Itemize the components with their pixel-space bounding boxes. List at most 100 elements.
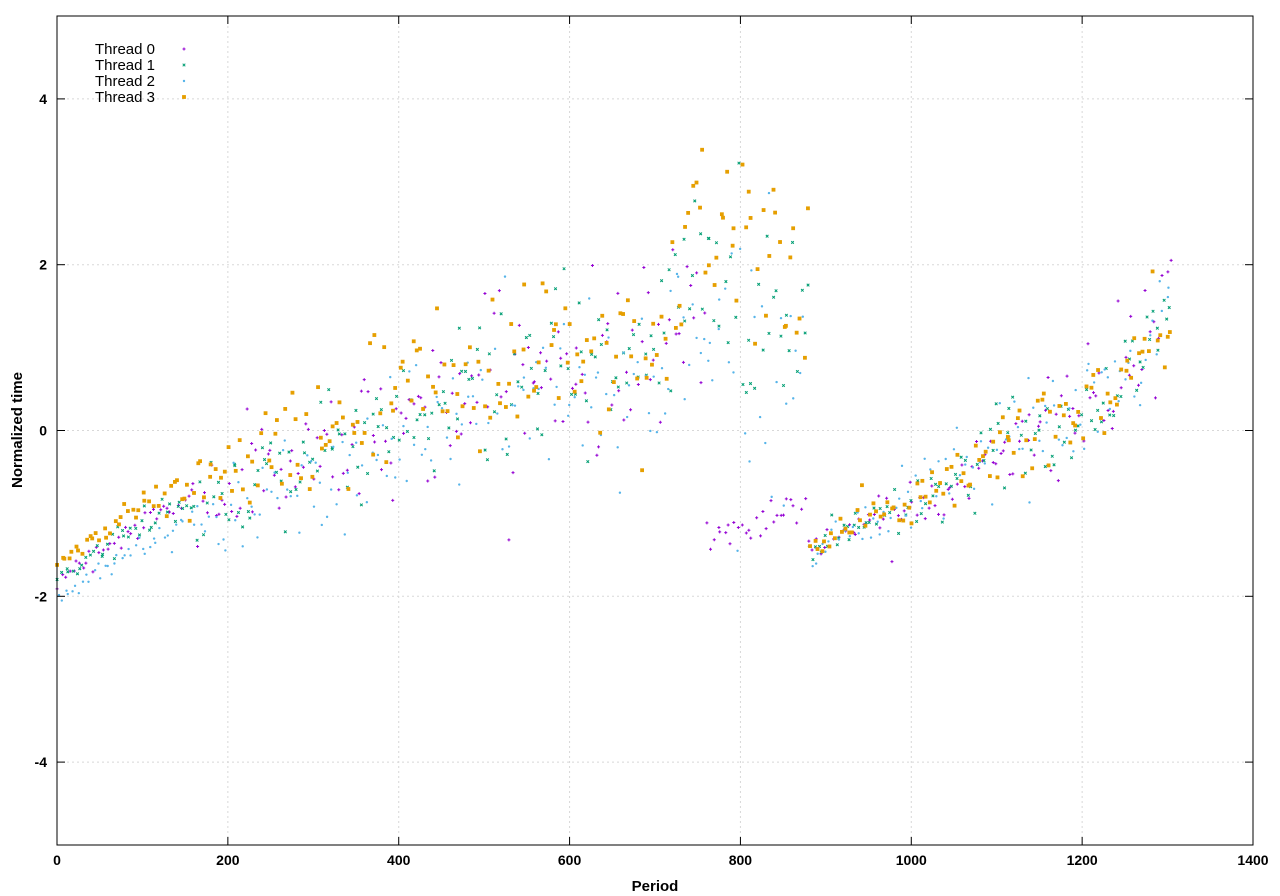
data-point [664,376,669,381]
data-point [707,236,711,241]
data-point [166,534,169,537]
data-point [637,322,641,326]
data-point [288,459,292,463]
data-point [253,483,257,487]
data-point [549,321,554,325]
data-point [734,315,738,319]
data-point [486,368,491,373]
data-point [616,446,619,449]
data-point [549,343,554,347]
data-point [908,480,912,484]
data-point [1074,388,1077,392]
data-point [318,464,322,468]
data-point [673,252,677,257]
data-point [857,532,860,535]
data-point [547,458,551,461]
data-point [1093,427,1097,432]
data-point [454,429,458,433]
data-point [256,536,259,539]
data-point [782,504,785,507]
data-point [915,481,920,486]
data-point [709,547,713,551]
data-point [1038,420,1042,424]
data-point [65,589,68,592]
data-point [511,403,514,407]
data-point [1068,414,1072,418]
data-point [97,538,101,543]
data-point [419,396,423,400]
data-point [175,523,178,526]
series-3 [55,147,1172,567]
data-point [848,535,852,538]
data-point [1004,438,1008,441]
data-point [539,351,543,355]
data-point [765,234,769,238]
data-point [567,322,572,326]
data-point [201,533,206,537]
data-point [646,291,650,295]
data-point [448,444,452,448]
data-point [238,506,242,510]
data-point [1160,309,1164,313]
data-point [885,500,890,505]
data-point [123,554,126,557]
data-point [622,351,625,354]
data-point [298,480,302,484]
data-point [1089,419,1094,423]
data-point [467,377,471,382]
data-point [182,79,186,83]
data-point [923,494,928,499]
data-point [579,379,584,384]
data-point [278,451,282,455]
data-point [565,360,570,365]
data-point [759,534,763,538]
data-point [124,525,128,529]
data-point [621,312,625,316]
data-point [578,366,581,369]
data-point [181,520,184,523]
data-point [950,497,954,501]
data-point [281,448,285,452]
data-point [589,352,594,356]
data-point [1073,428,1078,432]
data-point [1166,295,1170,299]
data-point [283,407,288,411]
data-point [142,504,146,508]
data-point [196,505,199,508]
data-point [255,483,260,488]
data-point [411,339,416,344]
data-point [360,464,364,467]
data-point [320,446,324,451]
data-point [949,484,954,488]
data-point [318,481,322,484]
data-point [84,555,88,560]
data-point [325,515,329,519]
data-point [90,536,95,541]
data-point [198,480,202,484]
data-point [1065,374,1069,378]
data-point [391,408,395,413]
data-point [973,511,977,515]
data-point [1119,386,1123,390]
data-point [177,500,181,504]
data-point [604,340,609,345]
data-point [354,408,358,413]
data-point [507,538,511,542]
data-point [784,497,788,501]
data-point [245,407,249,411]
data-point [874,522,879,526]
data-point [1052,463,1056,467]
data-point [767,191,771,195]
data-point [1020,419,1024,423]
data-point [307,487,312,491]
data-point [703,311,707,315]
data-point [822,539,826,544]
data-point [699,381,703,385]
data-point [667,318,671,322]
data-point [593,355,597,359]
data-point [1150,269,1155,274]
data-point [813,538,818,543]
data-point [523,431,527,435]
data-point [644,352,648,356]
data-point [232,461,235,465]
